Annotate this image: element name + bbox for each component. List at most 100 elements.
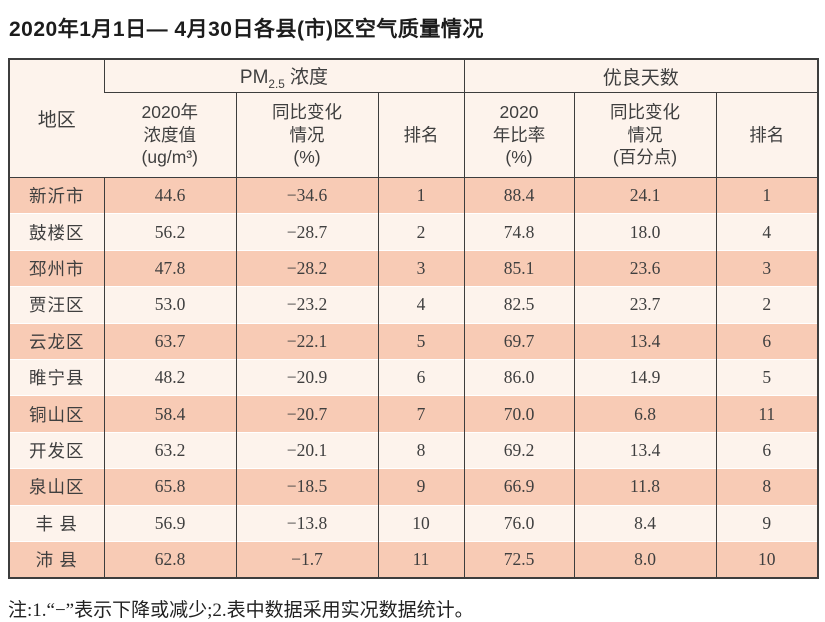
cell-pm25-value: 63.7 bbox=[103, 322, 236, 360]
cell-pm25-rank: 6 bbox=[377, 358, 464, 396]
cell-gooddays-change: 14.9 bbox=[573, 358, 716, 396]
pm25-label-subscript: 2.5 bbox=[268, 77, 285, 91]
cell-gooddays-rank: 4 bbox=[715, 213, 818, 251]
cell-gooddays-rank: 6 bbox=[715, 322, 818, 360]
cell-region: 泉山区 bbox=[9, 468, 104, 506]
cell-pm25-value: 56.2 bbox=[103, 213, 236, 251]
cell-region: 邳州市 bbox=[9, 249, 104, 287]
cell-pm25-value: 44.6 bbox=[103, 176, 236, 214]
cell-gooddays-rate: 69.7 bbox=[463, 322, 574, 360]
cell-gooddays-rate: 88.4 bbox=[463, 176, 574, 214]
cell-gooddays-change: 23.6 bbox=[573, 249, 716, 287]
cell-pm25-value: 65.8 bbox=[103, 468, 236, 506]
cell-pm25-value: 63.2 bbox=[103, 431, 236, 469]
cell-gooddays-rate: 76.0 bbox=[463, 504, 574, 542]
table-header: 地区 PM2.5 浓度 优良天数 2020年 浓度值 (ug/m³) 同比变化 … bbox=[9, 59, 818, 178]
cell-gooddays-rate: 69.2 bbox=[463, 431, 574, 469]
cell-pm25-change: −13.8 bbox=[235, 504, 378, 542]
cell-gooddays-rank: 9 bbox=[715, 504, 818, 542]
cell-gooddays-change: 8.4 bbox=[573, 504, 716, 542]
cell-gooddays-rate: 85.1 bbox=[463, 249, 574, 287]
table-body: 新沂市 44.6 −34.6 1 88.4 24.1 1 鼓楼区 56.2 −28.7 2 74.8 1… bbox=[9, 176, 818, 579]
cell-gooddays-change: 13.4 bbox=[573, 322, 716, 360]
table-row: 云龙区 63.7 −22.1 5 69.7 13.4 6 bbox=[9, 322, 818, 360]
cell-gooddays-rank: 3 bbox=[715, 249, 818, 287]
cell-pm25-value: 53.0 bbox=[103, 286, 236, 324]
col-header-region: 地区 bbox=[9, 59, 104, 178]
pm25-label-suffix: 浓度 bbox=[284, 66, 329, 88]
cell-gooddays-rate: 70.0 bbox=[463, 395, 574, 433]
cell-region: 新沂市 bbox=[9, 176, 104, 214]
cell-region: 丰 县 bbox=[9, 504, 104, 542]
cell-region: 睢宁县 bbox=[9, 358, 104, 396]
table-row: 丰 县 56.9 −13.8 10 76.0 8.4 9 bbox=[9, 504, 818, 542]
cell-region: 沛 县 bbox=[9, 540, 104, 579]
cell-pm25-rank: 8 bbox=[377, 431, 464, 469]
cell-pm25-value: 58.4 bbox=[103, 395, 236, 433]
col-header-pm25-change: 同比变化 情况 (%) bbox=[235, 92, 378, 178]
table-row: 贾汪区 53.0 −23.2 4 82.5 23.7 2 bbox=[9, 286, 818, 324]
cell-gooddays-change: 13.4 bbox=[573, 431, 716, 469]
cell-pm25-rank: 5 bbox=[377, 322, 464, 360]
header-group-row: 地区 PM2.5 浓度 优良天数 bbox=[9, 59, 818, 178]
footnote: 注:1.“−”表示下降或减少;2.表中数据采用实况数据统计。 bbox=[8, 600, 474, 622]
cell-gooddays-rate: 66.9 bbox=[463, 468, 574, 506]
cell-gooddays-rank: 2 bbox=[715, 286, 818, 324]
cell-gooddays-rank: 10 bbox=[715, 540, 818, 579]
cell-pm25-change: −34.6 bbox=[235, 176, 378, 214]
col-header-pm25-value: 2020年 浓度值 (ug/m³) bbox=[104, 92, 236, 178]
cell-pm25-rank: 10 bbox=[377, 504, 464, 542]
cell-pm25-rank: 1 bbox=[377, 176, 464, 214]
cell-gooddays-rate: 82.5 bbox=[463, 286, 574, 324]
cell-gooddays-rate: 86.0 bbox=[463, 358, 574, 396]
cell-pm25-rank: 3 bbox=[377, 249, 464, 287]
col-header-gooddays-rank: 排名 bbox=[715, 92, 818, 178]
cell-gooddays-change: 6.8 bbox=[573, 395, 716, 433]
cell-gooddays-change: 11.8 bbox=[573, 468, 716, 506]
cell-gooddays-rate: 74.8 bbox=[463, 213, 574, 251]
cell-pm25-change: −28.2 bbox=[235, 249, 378, 287]
table-row: 新沂市 44.6 −34.6 1 88.4 24.1 1 bbox=[9, 176, 818, 214]
cell-pm25-rank: 4 bbox=[377, 286, 464, 324]
pm25-label-prefix: PM bbox=[239, 66, 269, 88]
table-row: 沛 县 62.8 −1.7 11 72.5 8.0 10 bbox=[9, 540, 818, 579]
cell-gooddays-rank: 11 bbox=[715, 395, 818, 433]
table-row: 睢宁县 48.2 −20.9 6 86.0 14.9 5 bbox=[9, 358, 818, 396]
cell-pm25-rank: 11 bbox=[377, 540, 464, 579]
cell-pm25-change: −20.7 bbox=[235, 395, 378, 433]
cell-pm25-value: 48.2 bbox=[103, 358, 236, 396]
cell-pm25-value: 62.8 bbox=[103, 540, 236, 579]
cell-gooddays-change: 24.1 bbox=[573, 176, 716, 214]
table-row: 鼓楼区 56.2 −28.7 2 74.8 18.0 4 bbox=[9, 213, 818, 251]
cell-pm25-value: 56.9 bbox=[103, 504, 236, 542]
col-header-pm25-rank: 排名 bbox=[377, 92, 464, 178]
table-row: 泉山区 65.8 −18.5 9 66.9 11.8 8 bbox=[9, 468, 818, 506]
cell-pm25-change: −1.7 bbox=[235, 540, 378, 579]
col-header-good-days-group: 优良天数 bbox=[463, 59, 818, 93]
cell-pm25-rank: 9 bbox=[377, 468, 464, 506]
cell-gooddays-rank: 5 bbox=[715, 358, 818, 396]
cell-region: 铜山区 bbox=[9, 395, 104, 433]
cell-gooddays-rank: 6 bbox=[715, 431, 818, 469]
cell-pm25-change: −20.9 bbox=[235, 358, 378, 396]
cell-gooddays-change: 23.7 bbox=[573, 286, 716, 324]
cell-pm25-rank: 2 bbox=[377, 213, 464, 251]
cell-pm25-change: −20.1 bbox=[235, 431, 378, 469]
col-header-gooddays-change: 同比变化 情况 (百分点) bbox=[573, 92, 716, 178]
cell-gooddays-rate: 72.5 bbox=[463, 540, 574, 579]
col-header-pm25-group: PM2.5 浓度 bbox=[103, 59, 464, 93]
table-row: 铜山区 58.4 −20.7 7 70.0 6.8 11 bbox=[9, 395, 818, 433]
cell-gooddays-change: 18.0 bbox=[573, 213, 716, 251]
cell-region: 云龙区 bbox=[9, 322, 104, 360]
cell-gooddays-rank: 1 bbox=[715, 176, 818, 214]
col-header-gooddays-rate: 2020 年比率 (%) bbox=[463, 92, 574, 178]
air-quality-table: 地区 PM2.5 浓度 优良天数 2020年 浓度值 (ug/m³) 同比变化 … bbox=[8, 58, 819, 580]
cell-pm25-change: −28.7 bbox=[235, 213, 378, 251]
table-row: 开发区 63.2 −20.1 8 69.2 13.4 6 bbox=[9, 431, 818, 469]
table-row: 邳州市 47.8 −28.2 3 85.1 23.6 3 bbox=[9, 249, 818, 287]
page-title: 2020年1月1日— 4月30日各县(市)区空气质量情况 bbox=[9, 18, 484, 41]
cell-gooddays-rank: 8 bbox=[715, 468, 818, 506]
cell-pm25-change: −23.2 bbox=[235, 286, 378, 324]
cell-region: 贾汪区 bbox=[9, 286, 104, 324]
cell-region: 鼓楼区 bbox=[9, 213, 104, 251]
